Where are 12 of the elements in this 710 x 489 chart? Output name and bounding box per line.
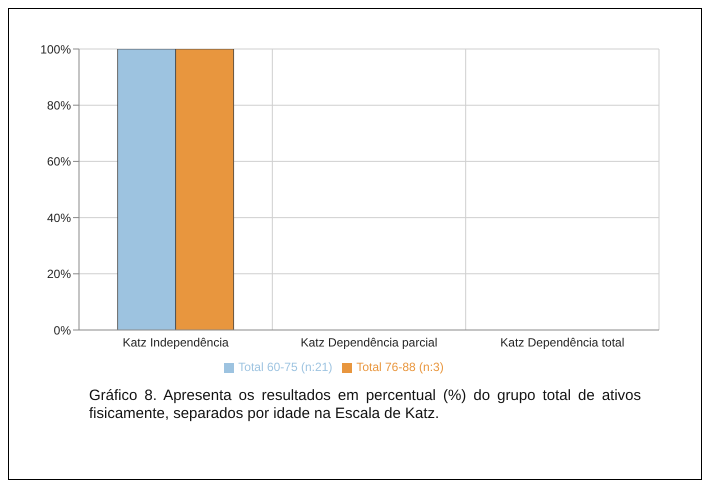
y-tick-label: 80% xyxy=(46,98,72,112)
y-tick-label: 0% xyxy=(54,323,72,338)
y-tick-label: 40% xyxy=(46,210,72,225)
y-tick-label: 60% xyxy=(46,154,72,169)
y-tick-label: 100% xyxy=(40,42,72,56)
text: Gráfico 8. Apresenta os resultados em percentual (%) do grupo total de ativos fisicamente, separados por idade na Escala de Katz. xyxy=(89,387,641,423)
x-tick-label: Katz Dependência total xyxy=(500,336,624,350)
x-tick-label: Katz Dependência parcial xyxy=(300,336,438,350)
y-tick-label: 20% xyxy=(46,267,72,282)
legend-label: Total 60-75 (n:21) xyxy=(238,360,332,374)
legend-label: Total 76-88 (n:3) xyxy=(356,360,444,374)
x-tick-label: Katz Independência xyxy=(122,336,230,350)
